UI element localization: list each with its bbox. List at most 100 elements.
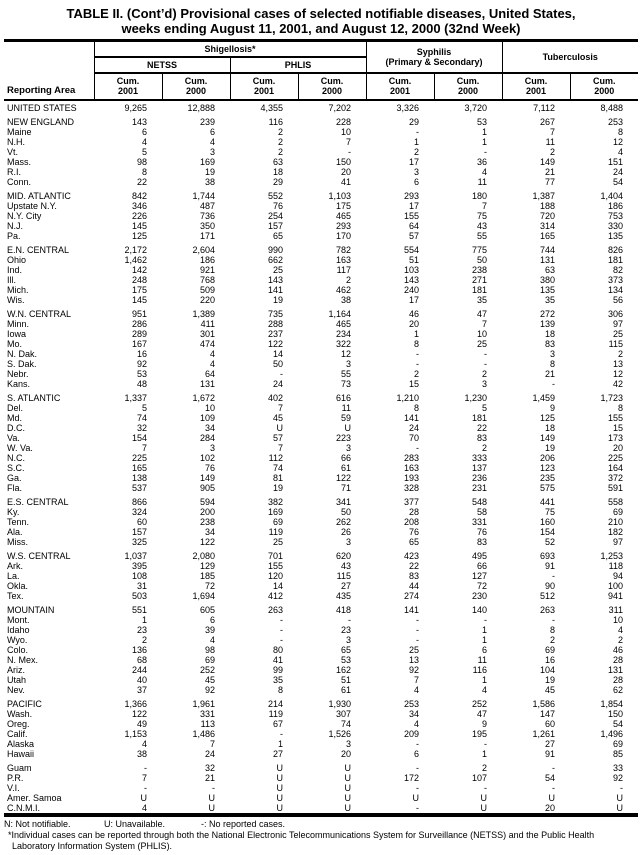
value-cell: 693 (539, 551, 555, 561)
value-cell: 72 (204, 581, 215, 591)
value-cell: 181 (607, 255, 623, 265)
value-cell: 7 (277, 403, 283, 413)
value-cell: 136 (131, 645, 147, 655)
value-cell: 173 (607, 433, 623, 443)
value-cell: 350 (199, 221, 215, 231)
value-cell: 254 (267, 211, 283, 221)
table-row: Mont. 1 6 - - - - - 10 (4, 615, 638, 625)
reporting-area-cell: Iowa (7, 329, 27, 339)
reporting-area-cell: Amer. Samoa (7, 793, 62, 803)
value-cell: 2 (277, 137, 283, 147)
value-cell: 1,723 (600, 393, 623, 403)
value-cell: 69 (612, 739, 623, 749)
reporting-area-cell: MOUNTAIN (7, 605, 55, 615)
value-cell: - (484, 349, 487, 359)
value-cell: U (208, 803, 216, 813)
value-cell: 131 (607, 665, 623, 675)
value-cell: 25 (408, 645, 419, 655)
value-cell: 236 (471, 473, 487, 483)
value-cell: 7,202 (328, 103, 351, 113)
value-cell: 465 (335, 319, 351, 329)
value-cell: 4 (141, 803, 147, 813)
value-cell: 57 (272, 433, 283, 443)
value-cell: 12,888 (187, 103, 215, 113)
value-cell: 122 (267, 339, 283, 349)
value-cell: 6 (209, 127, 215, 137)
reporting-area-cell: Calif. (7, 729, 28, 739)
value-cell: 139 (539, 319, 555, 329)
footnotes: N: Not notifiable. U: Unavailable. -: No r… (4, 819, 638, 852)
value-cell: 54 (544, 773, 555, 783)
value-cell: 382 (267, 497, 283, 507)
reporting-area-cell: Nev. (7, 685, 25, 695)
value-cell: 411 (200, 319, 215, 329)
value-cell: 239 (199, 117, 215, 127)
value-cell: 234 (335, 329, 351, 339)
reporting-area-cell: Va. (7, 433, 20, 443)
footnote-no-reported-cases: -: No reported cases. (201, 819, 286, 829)
value-cell: - (416, 625, 419, 635)
value-cell: 41 (272, 655, 283, 665)
reporting-area-cell: Upstate N.Y. (7, 201, 57, 211)
value-cell: 8 (617, 403, 623, 413)
reporting-area-cell: N.C. (7, 453, 25, 463)
value-cell: 768 (199, 275, 215, 285)
value-cell: 2 (413, 147, 419, 157)
value-cell: - (416, 359, 419, 369)
table-row: Ind. 142 921 25 117 103 238 63 82 (4, 265, 638, 275)
table-row: E.S. CENTRAL 866 594 382 341 377 548 441 558 (4, 493, 638, 507)
value-cell: 108 (131, 571, 147, 581)
table-row: Nev. 37 92 8 61 4 4 45 62 (4, 685, 638, 695)
value-cell: - (552, 763, 555, 773)
value-cell: 13 (612, 359, 623, 369)
value-cell: U (344, 763, 352, 773)
value-cell: 283 (403, 453, 419, 463)
value-cell: 92 (136, 359, 147, 369)
value-cell: 125 (131, 231, 147, 241)
value-cell: 83 (544, 339, 555, 349)
value-cell: 220 (199, 295, 215, 305)
col-header-syphilis-cum-2001: Cum. 2001 (365, 73, 434, 101)
value-cell: 49 (136, 719, 147, 729)
value-cell: 120 (267, 571, 283, 581)
value-cell: 150 (335, 157, 351, 167)
value-cell: 18 (272, 167, 283, 177)
value-cell: 27 (544, 739, 555, 749)
reporting-area-cell: V.I. (7, 783, 20, 793)
value-cell: 462 (335, 285, 351, 295)
value-cell: 116 (472, 665, 487, 675)
value-cell: 231 (471, 483, 487, 493)
value-cell: 24 (612, 167, 623, 177)
value-cell: 744 (539, 245, 555, 255)
table-section: MOUNTAIN 551 605 263 418 141 140 263 311 Mont. 1 6-… (4, 601, 638, 695)
value-cell: 2 (617, 635, 623, 645)
value-cell: 122 (199, 537, 215, 547)
table-row: Colo. 136 98 80 65 25 6 69 46 (4, 645, 638, 655)
value-cell: 11 (341, 403, 351, 413)
value-cell: - (484, 739, 487, 749)
value-cell: 3 (481, 379, 487, 389)
table-row: W. Va. 7 3 7 3 - 2 19 20 (4, 443, 638, 453)
value-cell: 4 (481, 167, 487, 177)
value-cell: 20 (408, 319, 419, 329)
value-cell: 7 (345, 137, 351, 147)
reporting-area-cell: Wis. (7, 295, 25, 305)
value-cell: 125 (539, 413, 555, 423)
value-cell: 7 (549, 127, 555, 137)
value-cell: 24 (408, 423, 419, 433)
col-header-netss-cum-2001: Cum. 2001 (93, 73, 162, 101)
value-cell: 271 (471, 275, 487, 285)
value-cell: 11 (545, 137, 555, 147)
syphilis-group-header: Syphilis (Primary & Secondary) (366, 40, 503, 74)
table-row: PACIFIC 1,366 1,961 214 1,930 253 252 1,586 1,85… (4, 695, 638, 709)
value-cell: 92 (204, 685, 215, 695)
value-cell: 4 (209, 349, 215, 359)
value-cell: 69 (544, 645, 555, 655)
value-cell: 41 (340, 177, 351, 187)
value-cell: 228 (335, 117, 351, 127)
value-cell: 6 (141, 127, 147, 137)
value-cell: 143 (267, 275, 283, 285)
col-header-tb-cum-2000: Cum. 2000 (569, 73, 638, 101)
value-cell: 45 (204, 675, 215, 685)
reporting-area-cell: Utah (7, 675, 27, 685)
